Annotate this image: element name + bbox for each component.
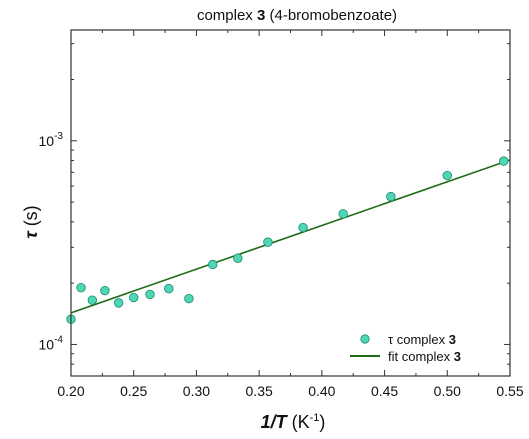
legend-marker-points xyxy=(360,334,370,344)
data-point xyxy=(386,191,396,202)
data-point xyxy=(100,285,110,296)
data-point xyxy=(298,222,308,233)
data-point xyxy=(164,283,174,294)
y-axis-label: τ (s) xyxy=(21,205,41,238)
x-tick-label: 0.25 xyxy=(120,383,147,399)
fit-line xyxy=(70,159,511,314)
data-point xyxy=(263,237,273,247)
legend-label-fit: fit complex 3 xyxy=(388,349,461,364)
x-tick-label: 0.30 xyxy=(183,383,210,399)
legend-label-points: τ complex 3 xyxy=(388,332,456,347)
fit-layer xyxy=(70,159,511,314)
y-tick-labels: 10-4 10-3 xyxy=(39,131,64,353)
data-point xyxy=(208,259,218,270)
plot-frame xyxy=(70,29,511,377)
x-axis-label: 1/T (K-1) xyxy=(261,412,326,432)
x-tick-label: 0.20 xyxy=(57,383,84,399)
chart-title: complex 3 (4-bromobenzoate) xyxy=(197,7,397,24)
axis-ticks xyxy=(70,30,511,377)
data-point xyxy=(184,293,194,304)
data-point xyxy=(145,289,155,300)
y-tick-label: 10-4 xyxy=(39,334,64,352)
x-tick-label: 0.45 xyxy=(371,383,398,399)
data-points xyxy=(66,156,509,324)
legend: τ complex 3 fit complex 3 xyxy=(350,332,461,364)
data-point xyxy=(76,282,86,293)
data-point xyxy=(129,292,139,303)
data-point xyxy=(442,170,452,181)
y-tick-label: 10-3 xyxy=(39,131,64,149)
data-point xyxy=(499,156,509,166)
x-tick-label: 0.50 xyxy=(434,383,461,399)
data-point xyxy=(233,253,243,263)
x-tick-label: 0.55 xyxy=(496,383,523,399)
x-tick-label: 0.40 xyxy=(308,383,335,399)
x-tick-label: 0.35 xyxy=(246,383,273,399)
data-point xyxy=(338,209,348,219)
x-tick-labels: 0.20 0.25 0.30 0.35 0.40 0.45 0.50 0.55 xyxy=(57,383,523,399)
data-point xyxy=(87,295,98,305)
data-point xyxy=(113,298,124,308)
